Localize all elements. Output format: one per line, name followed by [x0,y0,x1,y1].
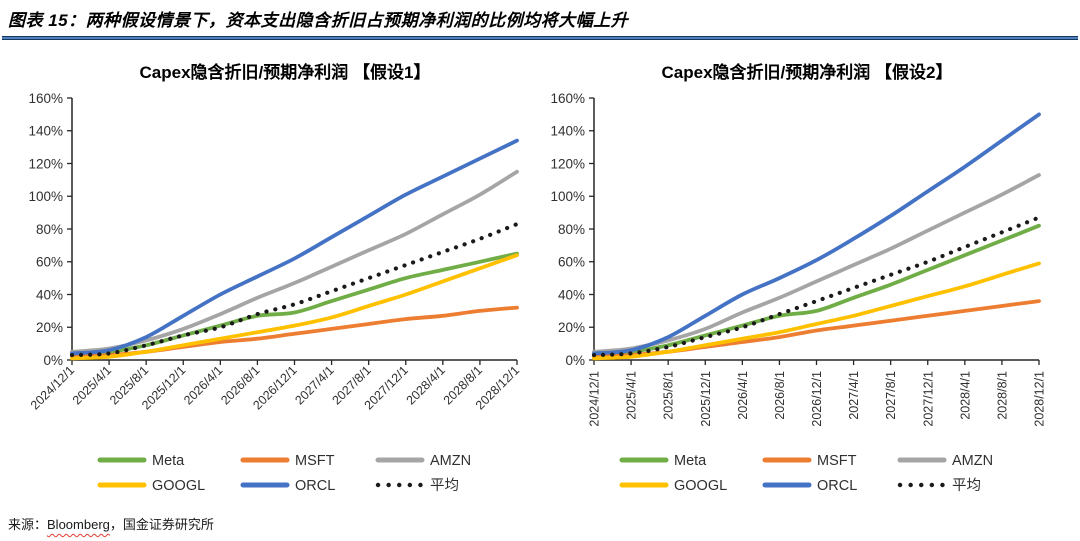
source-label: 来源： [8,517,48,532]
series-line-AMZN [70,169,519,354]
series-line-Meta [592,223,1041,357]
series-line-AMZN [592,173,1041,354]
y-tick-label: 80% [36,222,63,237]
chart-title: Capex隐含折旧/预期净利润 【假设2】 [661,63,953,82]
x-tick-label: 2026/8/1 [773,371,787,420]
series-line-平均 [591,215,1042,358]
legend-label-MSFT: MSFT [817,453,857,469]
legend-label-平均: 平均 [430,477,459,494]
y-tick-label: 40% [36,287,63,302]
x-tick-label: 2025/4/1 [70,363,114,407]
y-tick-label: 20% [36,320,63,335]
x-tick-label: 2027/12/1 [921,371,935,427]
x-tick-label: 2028/12/1 [1033,371,1047,427]
title-separator-rule [2,36,1078,40]
x-tick-label: 2028/4/1 [958,371,972,420]
x-tick-label: 2025/12/1 [699,371,713,427]
legend-label-ORCL: ORCL [295,478,335,494]
x-tick-label: 2025/8/1 [662,371,676,420]
chart-title: Capex隐含折旧/预期净利润 【假设1】 [139,63,431,82]
legend-label-MSFT: MSFT [295,453,335,469]
source-vendor: Bloomberg [47,517,110,532]
legend-label-ORCL: ORCL [817,478,857,494]
y-tick-label: 100% [28,189,63,204]
axis-lines [71,98,517,361]
series-line-MSFT [70,305,519,359]
line-chart: 0%20%40%60%80%100%120%140%160%2024/12/12… [28,91,522,494]
y-tick-label: 160% [28,91,63,106]
chart-panel-hypothesis-2: Capex隐含折旧/预期净利润 【假设2】 0% 20% 40% 60% 80% 100%… [542,56,1047,508]
x-tick-label: 2028/8/1 [995,371,1009,420]
series-line-GOOGL [592,261,1041,361]
x-tick-label: 2027/4/1 [292,363,336,407]
x-tick-label: 2027/4/1 [847,371,861,420]
x-tick-label: 2024/12/1 [588,371,602,427]
series-line-ORCL [592,112,1041,356]
y-tick-label: 0% [43,353,63,368]
series-line-GOOGL [70,253,519,361]
y-tick-label: 20% [558,320,585,335]
y-tick-label: 120% [28,156,63,171]
x-tick-label: 2024/12/1 [28,363,77,412]
x-tick-label: 2026/4/1 [181,363,225,407]
x-tick-label: 2028/4/1 [404,363,448,407]
y-tick-label: 60% [558,255,585,270]
line-chart: 0% 20% 40% 60% 80% 100% 120% 140% 160% 2024/12/1 2… [550,91,1047,494]
y-tick-label: 80% [558,222,585,237]
x-tick-label: 2025/4/1 [625,371,639,420]
source-separator: ， [109,517,123,532]
y-tick-label: 0% [565,353,585,368]
legend-label-GOOGL: GOOGL [674,478,727,494]
y-tick-label: 100% [550,189,585,204]
legend-label-AMZN: AMZN [430,453,471,469]
legend-label-AMZN: AMZN [952,453,993,469]
legend-label-Meta: Meta [152,453,185,469]
y-tick-label: 120% [550,156,585,171]
x-tick-label: 2027/8/1 [884,371,898,420]
series-line-ORCL [70,138,519,356]
y-tick-label: 140% [28,124,63,139]
legend-label-GOOGL: GOOGL [152,478,205,494]
x-tick-label: 2026/4/1 [736,371,750,420]
axis-lines [593,98,1039,361]
series-line-Meta [70,251,519,357]
chart-panel-hypothesis-1: Capex隐含折旧/预期净利润 【假设1】 0% 20% 40% 60% 80% 100%… [20,56,525,508]
x-tick-label: 2026/12/1 [810,371,824,427]
y-tick-label: 140% [550,124,585,139]
legend-label-Meta: Meta [674,453,707,469]
y-tick-label: 40% [558,287,585,302]
source-institution: 国金证券研究所 [122,517,214,532]
legend-label-平均: 平均 [952,477,981,494]
source-note: 来源：Bloomberg，国金证券研究所 [8,514,214,533]
series-line-平均 [69,222,520,358]
y-tick-label: 160% [550,91,585,106]
figure-title: 图表 15：两种假设情景下，资本支出隐含折旧占预期净利润的比例均将大幅上升 [8,11,629,30]
y-tick-label: 60% [36,255,63,270]
